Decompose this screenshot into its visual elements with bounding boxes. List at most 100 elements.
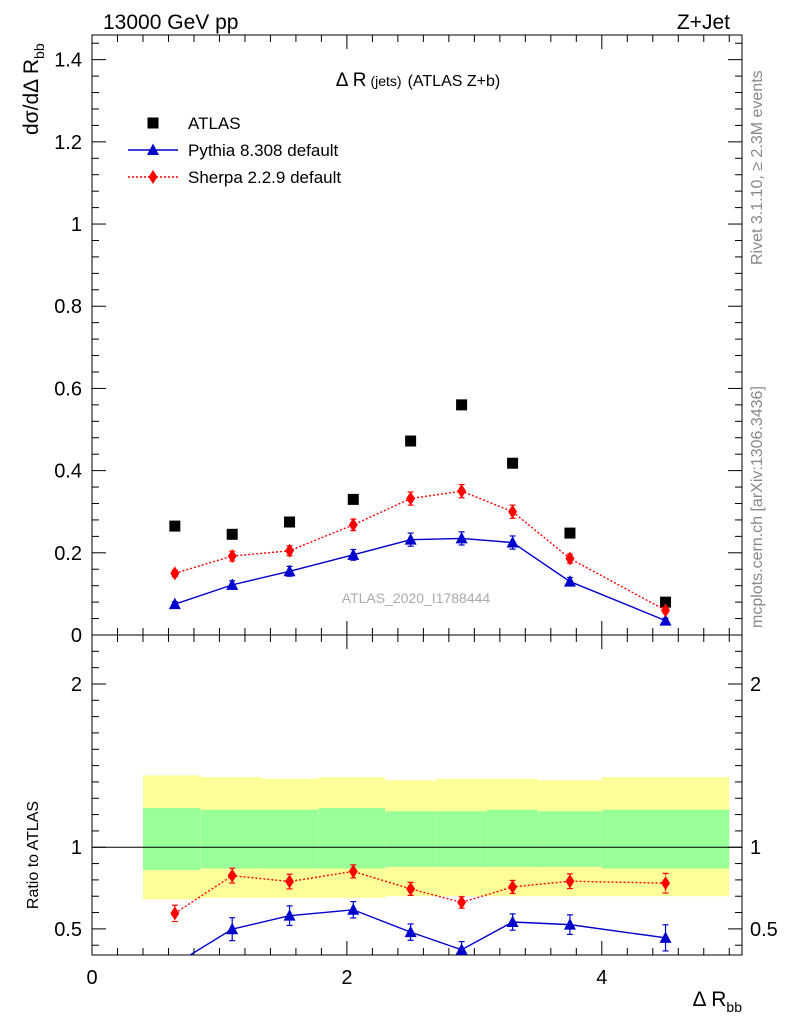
y-tick-label: 1 xyxy=(71,837,82,859)
series-line xyxy=(174,537,666,622)
y-tick-label: 1.4 xyxy=(54,50,82,72)
band-green xyxy=(487,809,539,867)
legend-label: ATLAS xyxy=(188,114,241,133)
data-point xyxy=(506,536,519,548)
data-point xyxy=(283,564,296,577)
rivet-label: Rivet 3.1.10, ≥ 2.3M events xyxy=(749,70,766,265)
data-point xyxy=(404,533,417,545)
data-point xyxy=(348,517,358,532)
series-triangle xyxy=(168,531,672,626)
data-point xyxy=(660,596,672,608)
main-title: Δ R (jets) (ATLAS Z+b) xyxy=(336,70,500,91)
data-point xyxy=(508,879,518,894)
y-tick-label: 0 xyxy=(71,625,82,647)
data-point xyxy=(283,909,296,921)
data-point xyxy=(168,597,181,610)
legend-item: ATLAS xyxy=(147,114,241,133)
ratio-frame xyxy=(91,634,743,956)
band-green xyxy=(261,809,319,869)
data-point xyxy=(170,566,180,581)
data-point xyxy=(226,528,238,540)
legend: ATLAS Pythia 8.308 default Sherpa 2.2.9 de… xyxy=(128,114,341,187)
data-point xyxy=(170,906,180,921)
main-title-main: Δ R xyxy=(336,70,367,91)
series-line xyxy=(188,909,666,955)
band-green xyxy=(318,808,386,869)
y-tick-label-right: 1 xyxy=(750,837,761,859)
data-point xyxy=(659,931,672,943)
data-point xyxy=(455,531,468,544)
y-tick-label-right: 0.5 xyxy=(750,919,778,941)
y-tick-label: 0.8 xyxy=(54,296,82,318)
y-tick-label: 0.5 xyxy=(54,919,82,941)
header-right: Z+Jet xyxy=(677,11,730,34)
data-point xyxy=(226,922,239,935)
data-point xyxy=(565,551,575,566)
data-point xyxy=(457,895,467,910)
data-point xyxy=(506,915,519,928)
legend-marker xyxy=(147,143,159,155)
mcplots-label: mcplots.cern.ch [arXiv:1306.3436] xyxy=(749,386,766,628)
main-ylabel-main: dσ/dΔ R xyxy=(20,59,43,135)
data-point xyxy=(227,868,237,883)
data-point xyxy=(661,603,671,618)
band-green xyxy=(142,808,201,871)
series-square xyxy=(169,399,672,608)
y-tick-label: 0.2 xyxy=(54,543,82,565)
ratio-xlabel: Δ Rbb xyxy=(693,988,743,1015)
data-point xyxy=(348,864,358,879)
y-tick-label: 0.4 xyxy=(54,461,82,483)
data-point xyxy=(347,903,360,915)
data-point xyxy=(226,578,239,590)
data-point xyxy=(456,399,468,411)
main-ylabel: dσ/dΔ Rbb xyxy=(20,43,47,135)
data-point xyxy=(404,925,417,938)
series-diamond xyxy=(170,483,671,618)
band-green xyxy=(601,809,730,869)
legend-marker xyxy=(147,117,159,129)
data-point xyxy=(508,504,518,519)
data-point xyxy=(406,881,416,896)
data-point xyxy=(169,958,181,970)
legend-item: Pythia 8.308 default xyxy=(128,141,339,160)
data-point xyxy=(284,516,296,528)
band-green xyxy=(436,811,488,867)
header-left: 13000 GeV pp xyxy=(103,11,238,34)
y-tick-label-right: 2 xyxy=(750,674,761,696)
data-point xyxy=(563,918,576,930)
data-point xyxy=(507,457,519,469)
data-point xyxy=(564,527,576,539)
legend-item: Sherpa 2.2.9 default xyxy=(128,168,341,187)
data-point xyxy=(563,575,576,587)
x-tick-label: 4 xyxy=(596,967,607,989)
y-tick-label: 2 xyxy=(71,674,82,696)
data-point xyxy=(285,543,295,558)
y-tick-label: 1 xyxy=(71,214,82,236)
series-diamond xyxy=(170,864,671,923)
band-green xyxy=(385,811,437,867)
data-point xyxy=(457,484,467,499)
x-tick-label: 2 xyxy=(341,967,352,989)
main-title-tail: (ATLAS Z+b) xyxy=(408,73,501,90)
legend-label: Pythia 8.308 default xyxy=(188,141,339,160)
uncertainty-bands xyxy=(142,775,730,900)
legend-label: Sherpa 2.2.9 default xyxy=(188,168,341,187)
main-panel: 0 0.2 0.4 0.6 0.8 1 1.2 1.4 ATLAS Pythia 8.308 de… xyxy=(54,34,743,647)
data-point xyxy=(406,491,416,506)
band-green xyxy=(200,809,262,869)
ratio-ylabel: Ratio to ATLAS xyxy=(25,801,42,909)
y-tick-label: 0.6 xyxy=(54,378,82,400)
data-point xyxy=(227,549,237,564)
legend-marker xyxy=(148,170,158,184)
ratio-xlabel-main: Δ R xyxy=(693,988,727,1011)
data-point xyxy=(347,548,360,560)
y-tick-label: 1.2 xyxy=(54,132,82,154)
data-point xyxy=(565,874,575,889)
data-point xyxy=(455,943,468,955)
ratio-panel: 0 2 4 0.5 0.5 1 1 2 2 xyxy=(54,634,778,989)
main-title-sub: (jets) xyxy=(370,73,401,89)
data-point xyxy=(661,876,671,891)
data-point xyxy=(405,435,417,447)
data-point xyxy=(285,874,295,889)
